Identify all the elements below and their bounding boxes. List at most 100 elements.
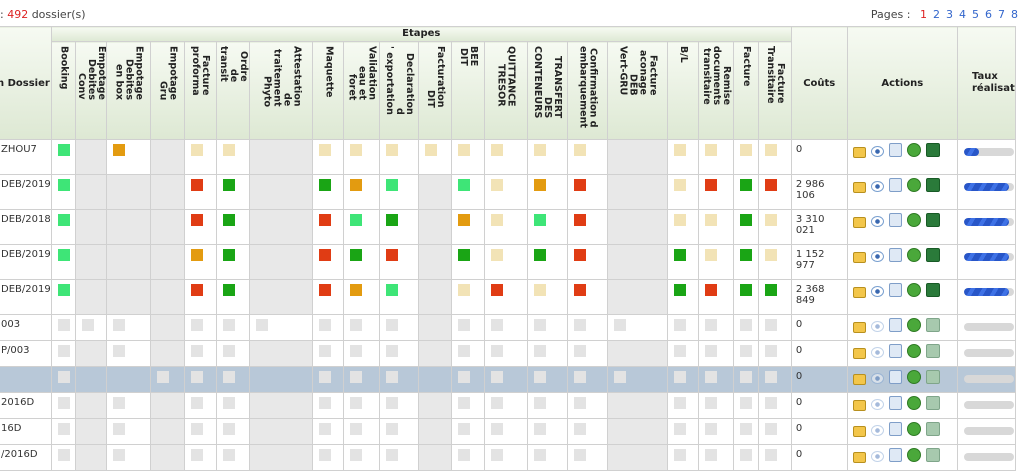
document-add-icon[interactable]	[888, 448, 902, 462]
document-add-icon[interactable]	[888, 178, 902, 192]
excel-icon[interactable]	[925, 318, 940, 332]
table-row[interactable]: DEB/2019 1 152 977	[0, 244, 1017, 280]
stage-status-square[interactable]	[674, 319, 687, 331]
stage-status-square[interactable]	[256, 319, 269, 331]
document-add-icon[interactable]	[888, 422, 902, 436]
stage-status-square[interactable]	[190, 179, 203, 191]
stage-status-square[interactable]	[490, 423, 503, 435]
stage-status-square[interactable]	[573, 371, 586, 383]
stage-status-square[interactable]	[222, 423, 235, 435]
document-add-icon[interactable]	[888, 143, 902, 157]
excel-icon[interactable]	[925, 283, 940, 297]
stage-status-square[interactable]	[490, 397, 503, 409]
stage-status-square[interactable]	[190, 371, 203, 383]
stage-status-square[interactable]	[573, 144, 586, 156]
stage-status-square[interactable]	[704, 397, 717, 409]
stage-status-square[interactable]	[190, 284, 203, 296]
stage-status-square[interactable]	[113, 423, 126, 435]
stage-status-square[interactable]	[385, 397, 398, 409]
stage-status-square[interactable]	[740, 284, 753, 296]
stage-status-square[interactable]	[764, 371, 777, 383]
eye-icon[interactable]	[870, 216, 884, 227]
stage-status-square[interactable]	[222, 214, 235, 226]
stage-status-square[interactable]	[740, 345, 753, 357]
table-row[interactable]: DEB/2019 2 368 849	[0, 279, 1017, 315]
stage-status-square[interactable]	[613, 319, 626, 331]
stage-status-square[interactable]	[385, 345, 398, 357]
lock-icon[interactable]	[852, 147, 866, 158]
stage-status-square[interactable]	[350, 249, 363, 261]
stage-status-square[interactable]	[490, 449, 503, 461]
stage-status-square[interactable]	[573, 319, 586, 331]
stage-status-square[interactable]	[57, 449, 70, 461]
stage-status-square[interactable]	[490, 144, 503, 156]
eye-icon[interactable]	[870, 399, 884, 410]
stage-status-square[interactable]	[674, 449, 687, 461]
stage-status-square[interactable]	[613, 371, 626, 383]
lock-icon[interactable]	[852, 182, 866, 193]
stage-status-square[interactable]	[573, 397, 586, 409]
stage-status-square[interactable]	[156, 371, 169, 383]
stage-status-square[interactable]	[764, 345, 777, 357]
eye-icon[interactable]	[870, 251, 884, 262]
stage-status-square[interactable]	[533, 423, 546, 435]
document-add-icon[interactable]	[888, 318, 902, 332]
eye-icon[interactable]	[870, 373, 884, 384]
excel-icon[interactable]	[925, 178, 940, 192]
stage-status-square[interactable]	[385, 449, 398, 461]
stage-status-square[interactable]	[385, 284, 398, 296]
stage-status-square[interactable]	[674, 144, 687, 156]
stage-status-square[interactable]	[704, 423, 717, 435]
page-link-8[interactable]: 8	[1011, 8, 1018, 21]
stage-status-square[interactable]	[319, 319, 332, 331]
stage-status-square[interactable]	[457, 214, 470, 226]
document-add-icon[interactable]	[888, 248, 902, 262]
stage-status-square[interactable]	[190, 319, 203, 331]
stage-status-square[interactable]	[490, 249, 503, 261]
stage-status-square[interactable]	[457, 371, 470, 383]
plugin-icon[interactable]	[906, 213, 921, 227]
table-row[interactable]: DEB/2018 3 310 021	[0, 209, 1017, 245]
stage-status-square[interactable]	[674, 423, 687, 435]
stage-status-square[interactable]	[457, 179, 470, 191]
excel-icon[interactable]	[925, 248, 940, 262]
table-row[interactable]: DEB/2019 2 986 106	[0, 174, 1017, 210]
lock-icon[interactable]	[852, 348, 866, 359]
document-add-icon[interactable]	[888, 344, 902, 358]
stage-status-square[interactable]	[457, 249, 470, 261]
stage-status-square[interactable]	[424, 144, 437, 156]
stage-status-square[interactable]	[222, 249, 235, 261]
stage-status-square[interactable]	[704, 449, 717, 461]
lock-icon[interactable]	[852, 426, 866, 437]
stage-status-square[interactable]	[222, 319, 235, 331]
stage-status-square[interactable]	[533, 345, 546, 357]
eye-icon[interactable]	[870, 321, 884, 332]
table-row[interactable]: 2016D 0	[0, 392, 1017, 419]
stage-status-square[interactable]	[350, 284, 363, 296]
plugin-icon[interactable]	[906, 143, 921, 157]
stage-status-square[interactable]	[704, 319, 717, 331]
stage-status-square[interactable]	[222, 144, 235, 156]
stage-status-square[interactable]	[319, 345, 332, 357]
page-link-3[interactable]: 3	[946, 8, 953, 21]
stage-status-square[interactable]	[113, 144, 126, 156]
stage-status-square[interactable]	[385, 144, 398, 156]
stage-status-square[interactable]	[533, 179, 546, 191]
stage-status-square[interactable]	[764, 284, 777, 296]
stage-status-square[interactable]	[113, 449, 126, 461]
plugin-icon[interactable]	[906, 370, 921, 384]
stage-status-square[interactable]	[674, 249, 687, 261]
stage-status-square[interactable]	[190, 423, 203, 435]
stage-status-square[interactable]	[57, 423, 70, 435]
eye-icon[interactable]	[870, 425, 884, 436]
stage-status-square[interactable]	[674, 371, 687, 383]
stage-status-square[interactable]	[573, 345, 586, 357]
stage-status-square[interactable]	[57, 345, 70, 357]
plugin-icon[interactable]	[906, 448, 921, 462]
plugin-icon[interactable]	[906, 283, 921, 297]
lock-icon[interactable]	[852, 452, 866, 463]
stage-status-square[interactable]	[764, 144, 777, 156]
stage-status-square[interactable]	[533, 371, 546, 383]
stage-status-square[interactable]	[533, 214, 546, 226]
stage-status-square[interactable]	[490, 319, 503, 331]
